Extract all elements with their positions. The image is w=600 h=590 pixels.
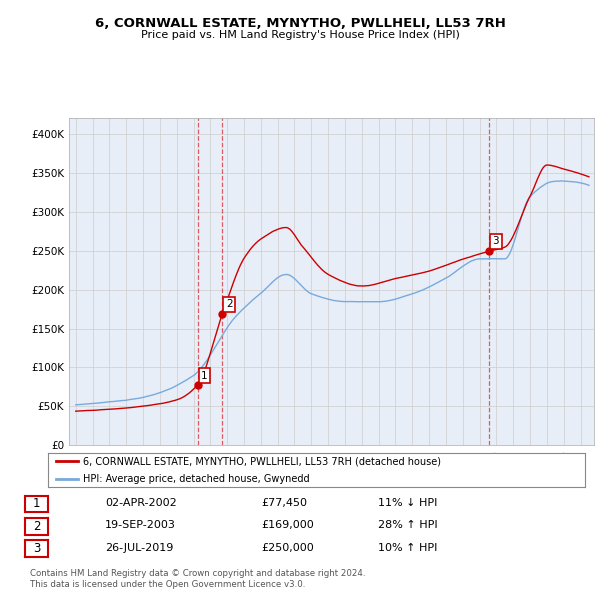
Text: 11% ↓ HPI: 11% ↓ HPI (378, 498, 437, 507)
Text: 3: 3 (33, 542, 40, 555)
Text: 6, CORNWALL ESTATE, MYNYTHO, PWLLHELI, LL53 7RH: 6, CORNWALL ESTATE, MYNYTHO, PWLLHELI, L… (95, 17, 505, 30)
Text: 28% ↑ HPI: 28% ↑ HPI (378, 520, 437, 530)
Text: 26-JUL-2019: 26-JUL-2019 (105, 543, 173, 552)
Text: 19-SEP-2003: 19-SEP-2003 (105, 520, 176, 530)
Text: 3: 3 (493, 236, 499, 246)
Text: £250,000: £250,000 (261, 543, 314, 552)
Text: 1: 1 (33, 497, 40, 510)
Text: 2: 2 (33, 520, 40, 533)
Text: 2: 2 (226, 299, 233, 309)
Text: Price paid vs. HM Land Registry's House Price Index (HPI): Price paid vs. HM Land Registry's House … (140, 30, 460, 40)
Text: 02-APR-2002: 02-APR-2002 (105, 498, 177, 507)
Text: £169,000: £169,000 (261, 520, 314, 530)
Text: 6, CORNWALL ESTATE, MYNYTHO, PWLLHELI, LL53 7RH (detached house): 6, CORNWALL ESTATE, MYNYTHO, PWLLHELI, L… (83, 456, 441, 466)
Text: £77,450: £77,450 (261, 498, 307, 507)
Text: HPI: Average price, detached house, Gwynedd: HPI: Average price, detached house, Gwyn… (83, 474, 310, 484)
Text: 10% ↑ HPI: 10% ↑ HPI (378, 543, 437, 552)
Text: 1: 1 (201, 371, 208, 381)
Text: Contains HM Land Registry data © Crown copyright and database right 2024.
This d: Contains HM Land Registry data © Crown c… (30, 569, 365, 589)
